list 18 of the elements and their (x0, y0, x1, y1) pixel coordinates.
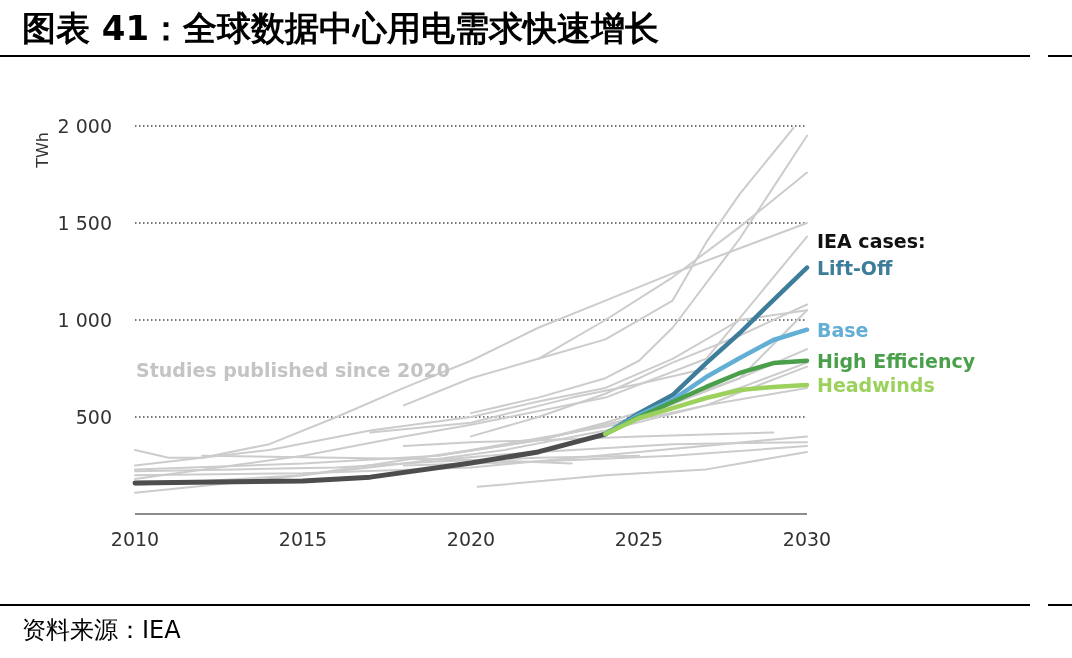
y-tick-label: 1 000 (57, 309, 112, 331)
annotation: Studies published since 2020 (136, 359, 450, 381)
series-label: Lift-Off (817, 256, 894, 279)
series-label: Base (817, 318, 869, 341)
x-tick-label: 2025 (614, 528, 664, 550)
text: 资料来源：IEA (22, 616, 182, 644)
series-label: Headwinds (817, 373, 935, 396)
y-tick-label: 500 (75, 406, 112, 428)
title: 图表 41：全球数据中心用电需求快速增长 (22, 8, 660, 48)
y-tick-label: 1 500 (57, 212, 112, 234)
x-tick-label: 2010 (110, 528, 160, 550)
x-tick-label: 2015 (278, 528, 328, 550)
y-axis-title: TWh (33, 132, 52, 169)
x-tick-label: 2030 (782, 528, 832, 550)
x-tick-label: 2020 (446, 528, 496, 550)
y-tick-label: 2 000 (57, 115, 112, 137)
text: IEA cases: (817, 230, 926, 252)
series-label: High Efficiency (817, 349, 976, 372)
